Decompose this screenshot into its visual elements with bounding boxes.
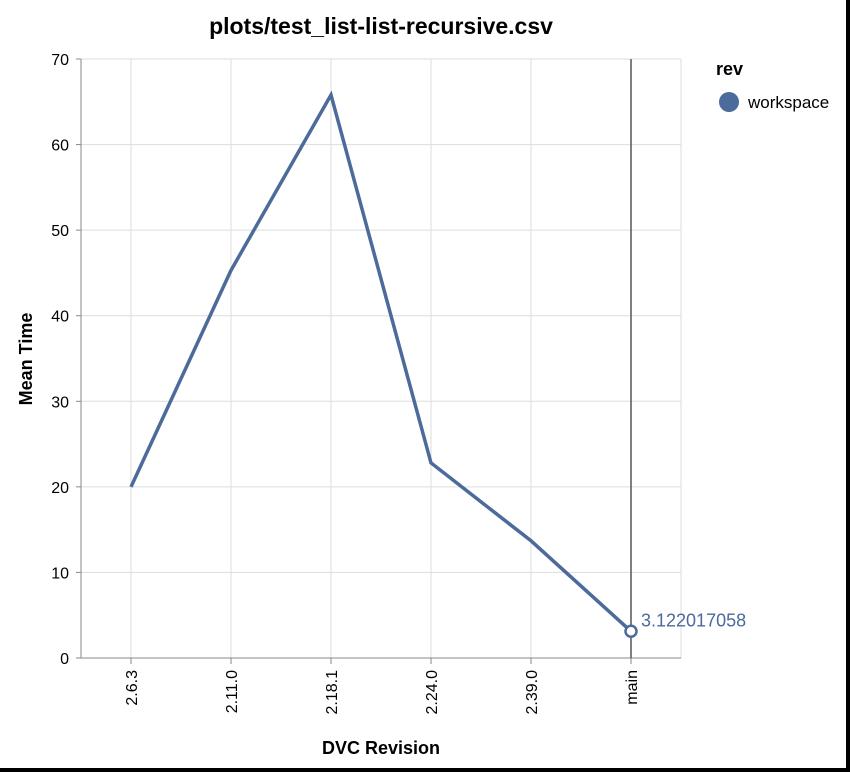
chart-title: plots/test_list-list-recursive.csv	[209, 13, 553, 39]
axes: 0 10 20 30 40 50 60 70 2.6.3 2.11.0 2.18.1 2.24.0 2.…	[51, 52, 681, 714]
y-tick-label-0: 0	[60, 651, 69, 668]
x-tick-label-2.18.1: 2.18.1	[324, 670, 341, 715]
y-tick-label-20: 20	[51, 480, 69, 497]
x-axis-title: DVC Revision	[322, 738, 440, 758]
data-point-2.18.1[interactable]	[329, 93, 333, 97]
y-tick-label-60: 60	[51, 138, 69, 155]
y-tick-label-30: 30	[51, 394, 69, 411]
legend-label-workspace[interactable]: workspace	[747, 93, 829, 112]
legend-title: rev	[716, 59, 743, 79]
y-tick-label-50: 50	[51, 223, 69, 240]
grid	[81, 58, 682, 659]
x-tick-label-main: main	[624, 670, 641, 705]
legend-swatch-workspace[interactable]	[719, 92, 739, 112]
highlight-point[interactable]	[624, 624, 638, 639]
x-tick-label-2.11.0: 2.11.0	[224, 670, 241, 713]
highlight-value-label: 3.122017058	[641, 610, 746, 630]
x-tick-label-2.39.0: 2.39.0	[524, 670, 541, 715]
data-point-2.39.0[interactable]	[529, 539, 533, 543]
data-point-2.6.3[interactable]	[129, 485, 133, 489]
x-tick-label-2.24.0: 2.24.0	[424, 670, 441, 715]
y-tick-label-70: 70	[51, 52, 69, 69]
data-point-2.24.0[interactable]	[429, 461, 433, 465]
x-tick-label-2.6.3: 2.6.3	[124, 670, 141, 706]
y-axis-title: Mean Time	[16, 313, 36, 406]
plot-area: 3.122017058	[129, 59, 746, 658]
y-tick-label-40: 40	[51, 309, 69, 326]
data-point-2.11.0[interactable]	[229, 268, 233, 272]
y-tick-label-10: 10	[51, 565, 69, 582]
legend: rev workspace	[716, 59, 829, 112]
series-line-workspace	[129, 90, 633, 633]
